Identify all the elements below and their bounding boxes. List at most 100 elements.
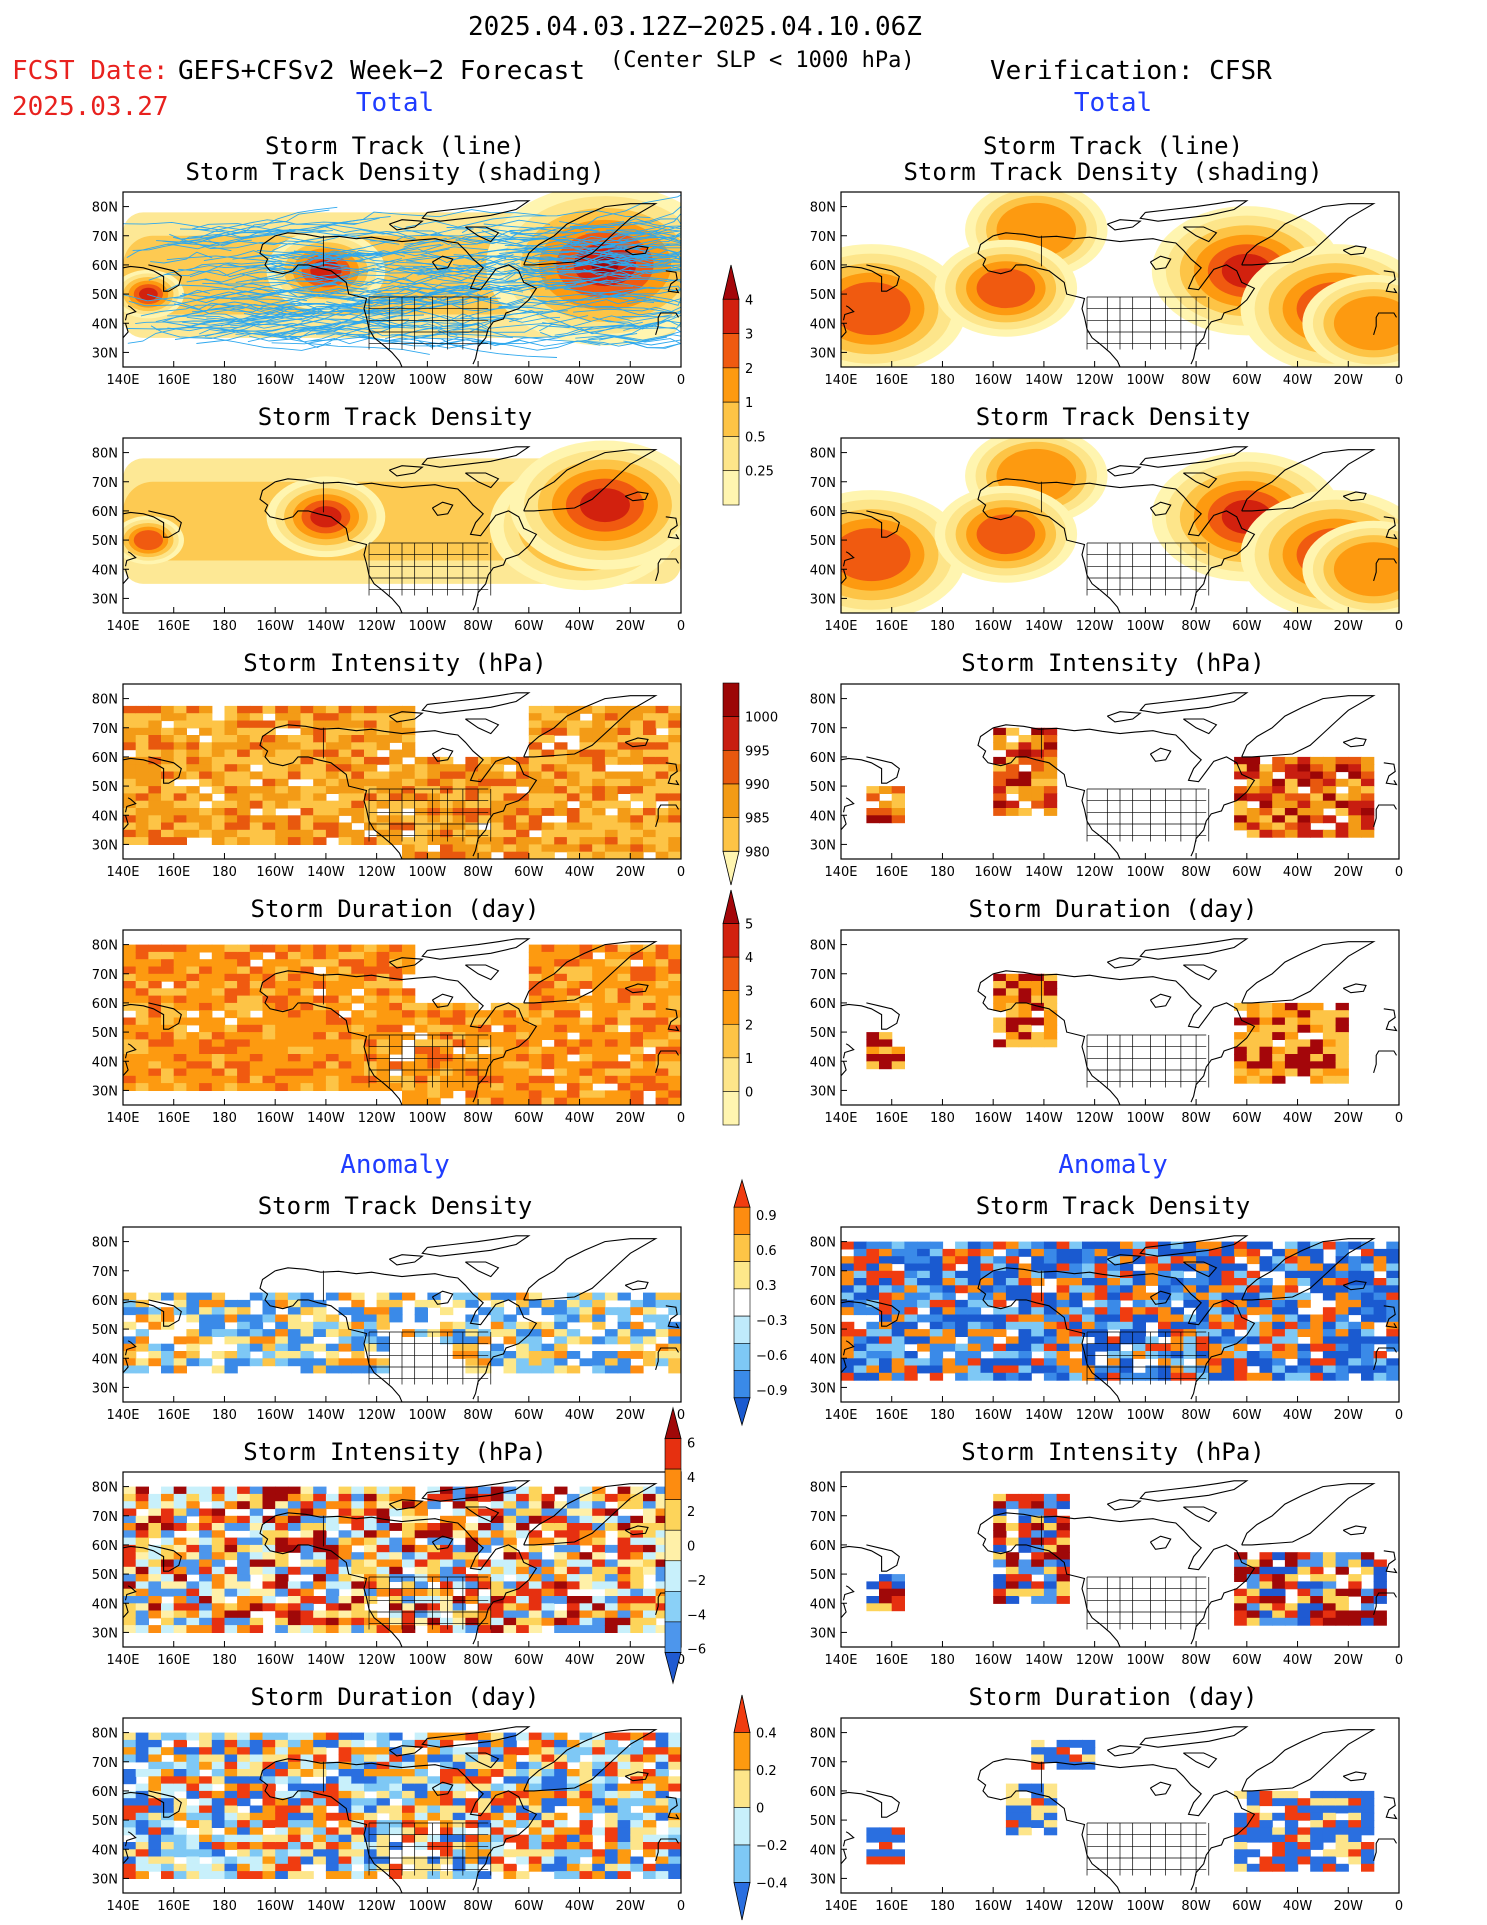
- cfsr-anom-density-cell: [1234, 1321, 1248, 1330]
- fcst-total-track-density-core: [138, 287, 158, 301]
- cfsr-anom-density-cell: [1069, 1358, 1083, 1367]
- cfsr-total-duration-cell: [1005, 1032, 1020, 1040]
- fcst-total-intensity-cell: [135, 720, 149, 729]
- fcst-total-duration-cell: [604, 1046, 619, 1055]
- fcst-total-intensity-cell: [338, 808, 352, 816]
- fcst-total-intensity-cell: [604, 844, 619, 853]
- fcst-anom-intensity-cell: [630, 1486, 644, 1495]
- fcst-total-duration-cell: [478, 1097, 492, 1105]
- fcst-total-intensity-cell: [338, 742, 352, 751]
- fcst-total-duration-lon-tick: 40W: [565, 1111, 595, 1126]
- fcst-anom-intensity-cell: [325, 1574, 340, 1582]
- fcst-total-duration-cell: [402, 959, 416, 968]
- fcst-anom-intensity-cell: [604, 1523, 619, 1531]
- fcst-anom-intensity-cell: [338, 1610, 352, 1619]
- cfsr-anom-density-cell: [1272, 1307, 1286, 1316]
- fcst-total-duration-cell: [351, 1039, 365, 1048]
- cfsr-anom-density-cell: [1183, 1365, 1197, 1374]
- fcst-total-intensity-cell: [325, 786, 340, 794]
- panel-fcst-total-track: 140E 160E 180 160W 140W 120W 100W 80W 60W 40W 20W 0…: [92, 191, 685, 388]
- fcst-total-track-storm-track: [561, 249, 681, 270]
- cfsr-anom-density-cell: [993, 1263, 1007, 1272]
- fcst-total-intensity-cell: [237, 749, 251, 758]
- fcst-total-track-storm-track: [621, 306, 681, 318]
- fcst-anom-density-coastline: [122, 1358, 129, 1374]
- cfsr-anom-density-cell: [1234, 1372, 1248, 1381]
- fcst-anom-density-cell: [579, 1307, 593, 1316]
- fcst-anom-intensity-cell: [325, 1581, 340, 1590]
- fcst-total-duration-cell: [402, 1061, 416, 1070]
- cfsr-anom-density-cell: [1031, 1256, 1045, 1265]
- fcst-total-duration-cell: [237, 1024, 251, 1033]
- cfsr-total-duration-cell: [1322, 1046, 1337, 1055]
- cfsr-anom-intensity-cell: [1284, 1603, 1299, 1612]
- cfsr-total-duration-cell: [1310, 1061, 1324, 1070]
- cfsr-anom-intensity-cell: [1043, 1530, 1058, 1539]
- fcst-anom-duration-cell: [199, 1783, 213, 1792]
- fcst-anom-density-cell: [275, 1358, 289, 1367]
- cfsr-anom-density-cell: [866, 1372, 880, 1381]
- cfsr-total-duration-cell: [1005, 1017, 1020, 1026]
- fcst-anom-density-cell: [186, 1299, 200, 1308]
- fcst-anom-density-lon-tick: 20W: [616, 1408, 646, 1423]
- fcst-anom-intensity-cell: [630, 1617, 644, 1626]
- fcst-anom-intensity-cell: [592, 1625, 606, 1633]
- cfsr-total-intensity-cell: [993, 742, 1007, 751]
- fcst-total-intensity-cell: [237, 742, 251, 751]
- fcst-anom-intensity-cell: [630, 1574, 644, 1582]
- fcst-total-intensity-coastline: [259, 727, 403, 860]
- fcst-total-track-storm-track: [483, 223, 599, 233]
- fcst-anom-intensity-cell: [452, 1566, 466, 1575]
- fcst-anom-intensity-cell: [604, 1588, 619, 1597]
- cfsr-anom-density-cell: [1183, 1241, 1197, 1250]
- fcst-total-intensity-cell: [237, 756, 251, 765]
- cfsr-anom-density-cell: [1094, 1263, 1108, 1272]
- fcst-total-track-storm-track: [572, 234, 681, 250]
- fcst-anom-density-cell: [490, 1343, 505, 1352]
- cfsr-anom-density-cell: [1297, 1372, 1311, 1381]
- fcst-total-intensity-cell: [376, 713, 390, 722]
- cfsr-anom-density-cell: [1082, 1248, 1096, 1257]
- cfsr-anom-density-cell: [1335, 1358, 1349, 1367]
- cfsr-total-duration-cell: [1297, 1010, 1311, 1019]
- fcst-total-intensity-cell: [173, 749, 187, 758]
- cfsr-total-track-coastline: [842, 305, 855, 321]
- cfsr-anom-density-cell: [1082, 1365, 1096, 1374]
- fcst-total-duration-cell: [554, 1090, 568, 1099]
- fcst-total-duration-cell: [490, 1054, 505, 1062]
- fcst-total-track-storm-track: [164, 284, 269, 296]
- cfsr-total-duration-cell: [993, 995, 1007, 1004]
- fcst-anom-intensity-cell: [148, 1610, 162, 1619]
- fcst-anom-duration-cell: [237, 1834, 251, 1843]
- cfsr-anom-density-lat-tick: 50N: [810, 1323, 836, 1338]
- fcst-total-track-storm-track: [583, 263, 681, 277]
- fcst-total-intensity-cell: [503, 844, 517, 853]
- fcst-total-duration-cell: [592, 1024, 606, 1033]
- fcst-total-track-coastline: [124, 305, 137, 321]
- fcst-total-duration-cell: [566, 1097, 581, 1105]
- fcst-total-duration-cell: [123, 988, 137, 997]
- cfsr-anom-density-cell: [993, 1278, 1007, 1286]
- fcst-total-duration-cell: [211, 973, 226, 982]
- fcst-total-intensity-cell: [668, 720, 681, 729]
- fcst-total-intensity-cell: [351, 727, 365, 736]
- fcst-total-intensity-coastline: [421, 692, 531, 714]
- fcst-total-intensity-cell: [427, 851, 441, 859]
- fcst-total-duration-cell: [275, 1061, 289, 1070]
- fcst-anom-density-cell: [338, 1292, 352, 1301]
- fcst-anom-intensity-cell: [211, 1523, 226, 1531]
- cfsr-anom-density-cell: [955, 1241, 969, 1250]
- cfsr-anom-intensity-cell: [993, 1523, 1007, 1531]
- fcst-total-intensity-cell: [389, 837, 403, 845]
- cfsr-total-duration-cell: [866, 1032, 880, 1040]
- fcst-total-duration-cell: [135, 951, 149, 960]
- cfsr-anom-intensity-cell: [891, 1596, 905, 1604]
- cfsr-anom-density-cell: [917, 1270, 931, 1279]
- fcst-anom-density-cell: [643, 1336, 657, 1345]
- fcst-anom-intensity-cell: [135, 1537, 149, 1546]
- cfsr-anom-intensity-cell: [1373, 1581, 1387, 1590]
- fcst-total-duration-cell: [566, 1068, 581, 1077]
- fcst-total-intensity-cell: [604, 851, 619, 859]
- fcst-total-duration-cell: [173, 1024, 187, 1033]
- fcst-anom-intensity-cell: [643, 1559, 657, 1568]
